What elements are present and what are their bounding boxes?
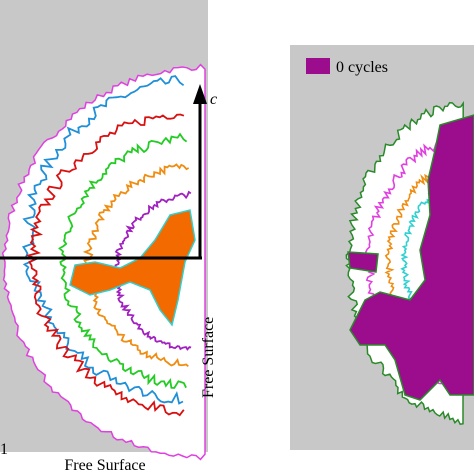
region — [347, 251, 379, 273]
contour — [25, 113, 185, 417]
axis-label: c — [210, 91, 217, 108]
arrow-head — [193, 84, 207, 104]
overlay: c Free Surface Free Surface 1 0 cycles — [0, 58, 388, 474]
region — [349, 114, 474, 401]
corner-label: 1 — [0, 441, 8, 458]
legend-label: 0 cycles — [336, 59, 388, 76]
region — [1, 63, 206, 461]
left-panel — [0, 0, 208, 461]
contour — [58, 132, 188, 389]
legend-swatch — [306, 58, 330, 74]
edge-label: Free Surface — [64, 457, 145, 474]
edge-label: Free Surface — [200, 317, 217, 398]
right-panel — [290, 45, 474, 450]
